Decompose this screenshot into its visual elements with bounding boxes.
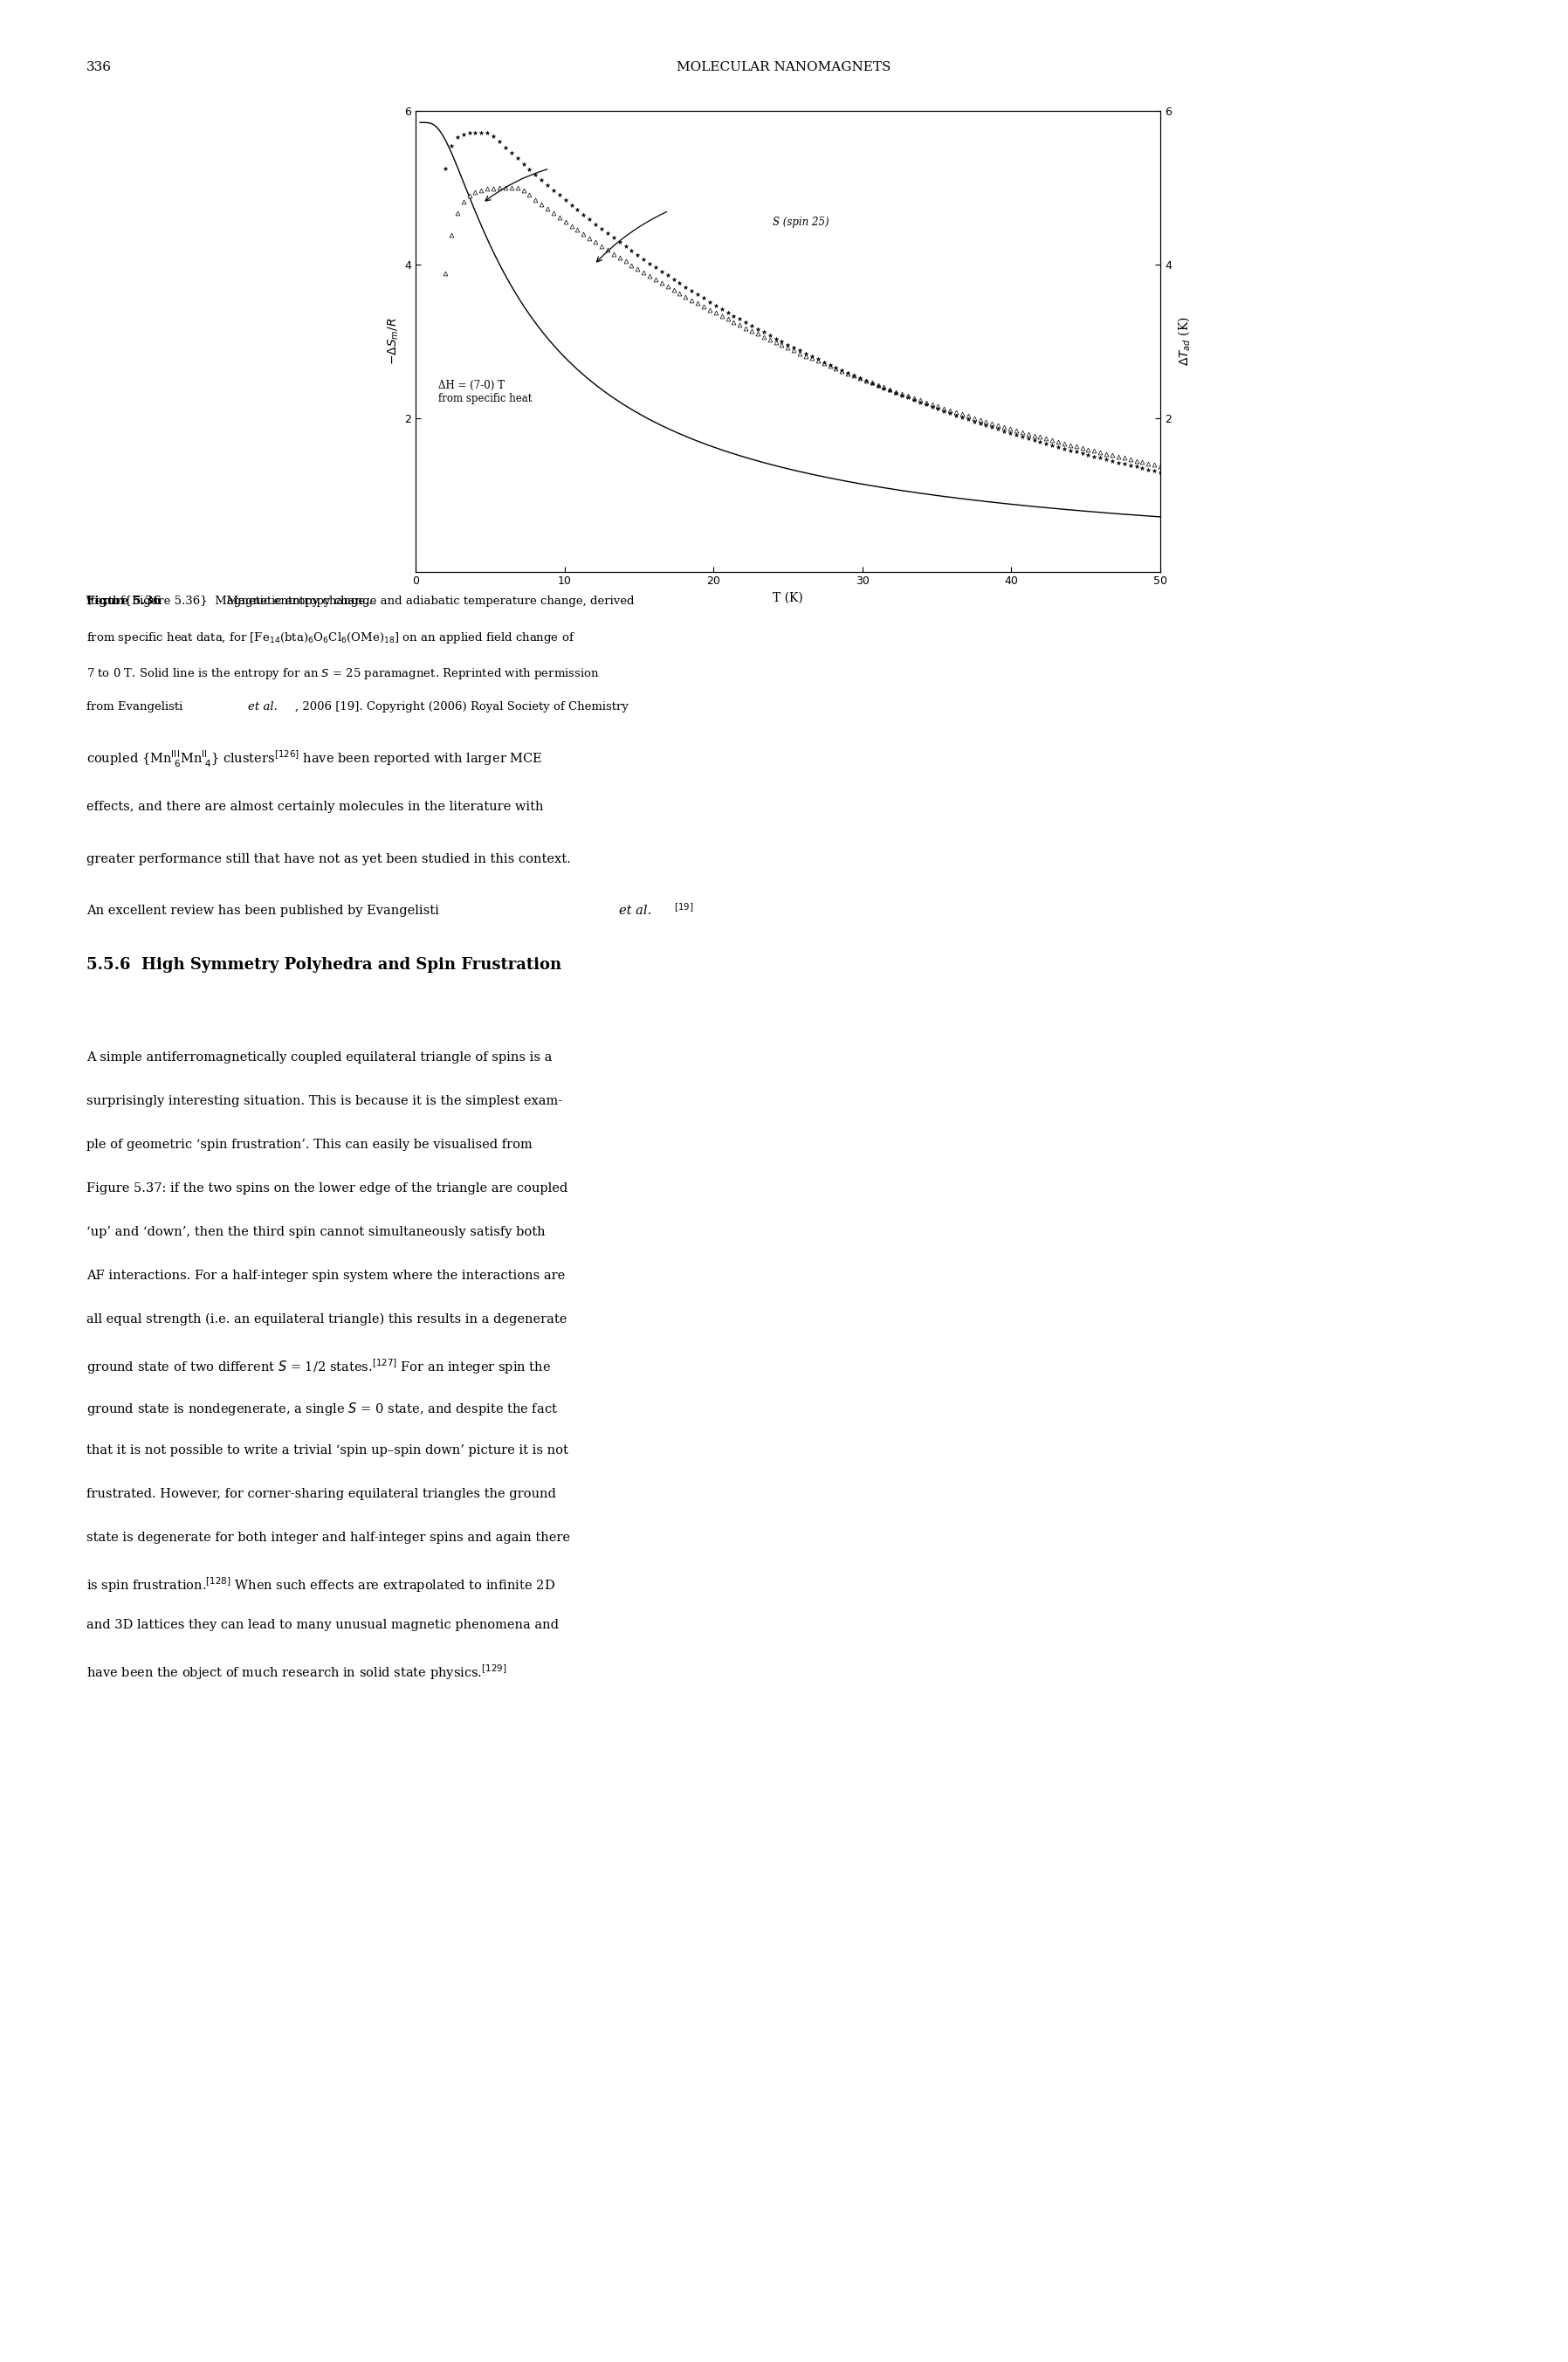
Text: Figure 5.37: if the two spins on the lower edge of the triangle are coupled: Figure 5.37: if the two spins on the low… — [86, 1181, 568, 1195]
Text: et al.: et al. — [619, 905, 652, 916]
Text: is spin frustration.$^{[128]}$ When such effects are extrapolated to infinite 2D: is spin frustration.$^{[128]}$ When such… — [86, 1575, 555, 1594]
Text: that it is not possible to write a trivial ‘spin up–spin down’ picture it is not: that it is not possible to write a trivi… — [86, 1443, 568, 1457]
Text: effects, and there are almost certainly molecules in the literature with: effects, and there are almost certainly … — [86, 801, 543, 813]
Text: from specific heat data, for [Fe$_{14}$(bta)$_6$O$_6$Cl$_6$(OMe)$_{18}$] on an a: from specific heat data, for [Fe$_{14}$(… — [86, 631, 575, 645]
Text: ‘up’ and ‘down’, then the third spin cannot simultaneously satisfy both: ‘up’ and ‘down’, then the third spin can… — [86, 1226, 546, 1238]
Text: from Evangelisti: from Evangelisti — [86, 702, 187, 713]
Text: , 2006 [19]. Copyright (2006) Royal Society of Chemistry: , 2006 [19]. Copyright (2006) Royal Soci… — [295, 702, 629, 713]
Text: An excellent review has been published by Evangelisti: An excellent review has been published b… — [86, 905, 442, 916]
Text: 7 to 0 T. Solid line is the entropy for an $S$ = 25 paramagnet. Reprinted with p: 7 to 0 T. Solid line is the entropy for … — [86, 666, 599, 680]
Text: ΔH = (7-0) T
from specific heat: ΔH = (7-0) T from specific heat — [437, 380, 532, 404]
Text: ground state is nondegenerate, a single $S$ = 0 state, and despite the fact: ground state is nondegenerate, a single … — [86, 1401, 558, 1417]
Text: AF interactions. For a half-integer spin system where the interactions are: AF interactions. For a half-integer spin… — [86, 1271, 564, 1283]
Y-axis label: $\Delta T_{ad}$ (K): $\Delta T_{ad}$ (K) — [1176, 317, 1192, 366]
Text: ground state of two different $S$ = 1/2 states.$^{[127]}$ For an integer spin th: ground state of two different $S$ = 1/2 … — [86, 1356, 550, 1377]
Text: Figure 5.36: Figure 5.36 — [86, 595, 162, 607]
Text: MOLECULAR NANOMAGNETS: MOLECULAR NANOMAGNETS — [677, 61, 891, 73]
Text: all equal strength (i.e. an equilateral triangle) this results in a degenerate: all equal strength (i.e. an equilateral … — [86, 1313, 566, 1325]
Text: $^{[19]}$: $^{[19]}$ — [674, 905, 693, 916]
Text: et al.: et al. — [248, 702, 278, 713]
Text: surprisingly interesting situation. This is because it is the simplest exam-: surprisingly interesting situation. This… — [86, 1094, 563, 1108]
Text: S (spin 25): S (spin 25) — [773, 217, 829, 229]
Text: and 3D lattices they can lead to many unusual magnetic phenomena and: and 3D lattices they can lead to many un… — [86, 1620, 558, 1632]
Text: 336: 336 — [86, 61, 111, 73]
Text: A simple antiferromagnetically coupled equilateral triangle of spins is a: A simple antiferromagnetically coupled e… — [86, 1051, 552, 1063]
X-axis label: T (K): T (K) — [773, 593, 803, 605]
Text: ple of geometric ‘spin frustration’. This can easily be visualised from: ple of geometric ‘spin frustration’. Thi… — [86, 1138, 532, 1150]
Text: have been the object of much research in solid state physics.$^{[129]}$: have been the object of much research in… — [86, 1663, 506, 1682]
Text: greater performance still that have not as yet been studied in this context.: greater performance still that have not … — [86, 853, 571, 864]
Text: state is degenerate for both integer and half-integer spins and again there: state is degenerate for both integer and… — [86, 1531, 569, 1545]
Text: \textbf{Figure 5.36}  Magnetic entropy change...: \textbf{Figure 5.36} Magnetic entropy ch… — [86, 595, 376, 607]
Text: 5.5.6  High Symmetry Polyhedra and Spin Frustration: 5.5.6 High Symmetry Polyhedra and Spin F… — [86, 957, 561, 973]
Text: coupled {Mn$^{\rm III}_{\ 6}$Mn$^{\rm II}_{\ 4}$} clusters$^{[126]}$ have been r: coupled {Mn$^{\rm III}_{\ 6}$Mn$^{\rm II… — [86, 749, 543, 770]
Text: frustrated. However, for corner-sharing equilateral triangles the ground: frustrated. However, for corner-sharing … — [86, 1488, 555, 1500]
Text: Magnetic entropy change and adiabatic temperature change, derived: Magnetic entropy change and adiabatic te… — [220, 595, 635, 607]
Y-axis label: $-\Delta S_m /R$: $-\Delta S_m /R$ — [386, 317, 401, 366]
